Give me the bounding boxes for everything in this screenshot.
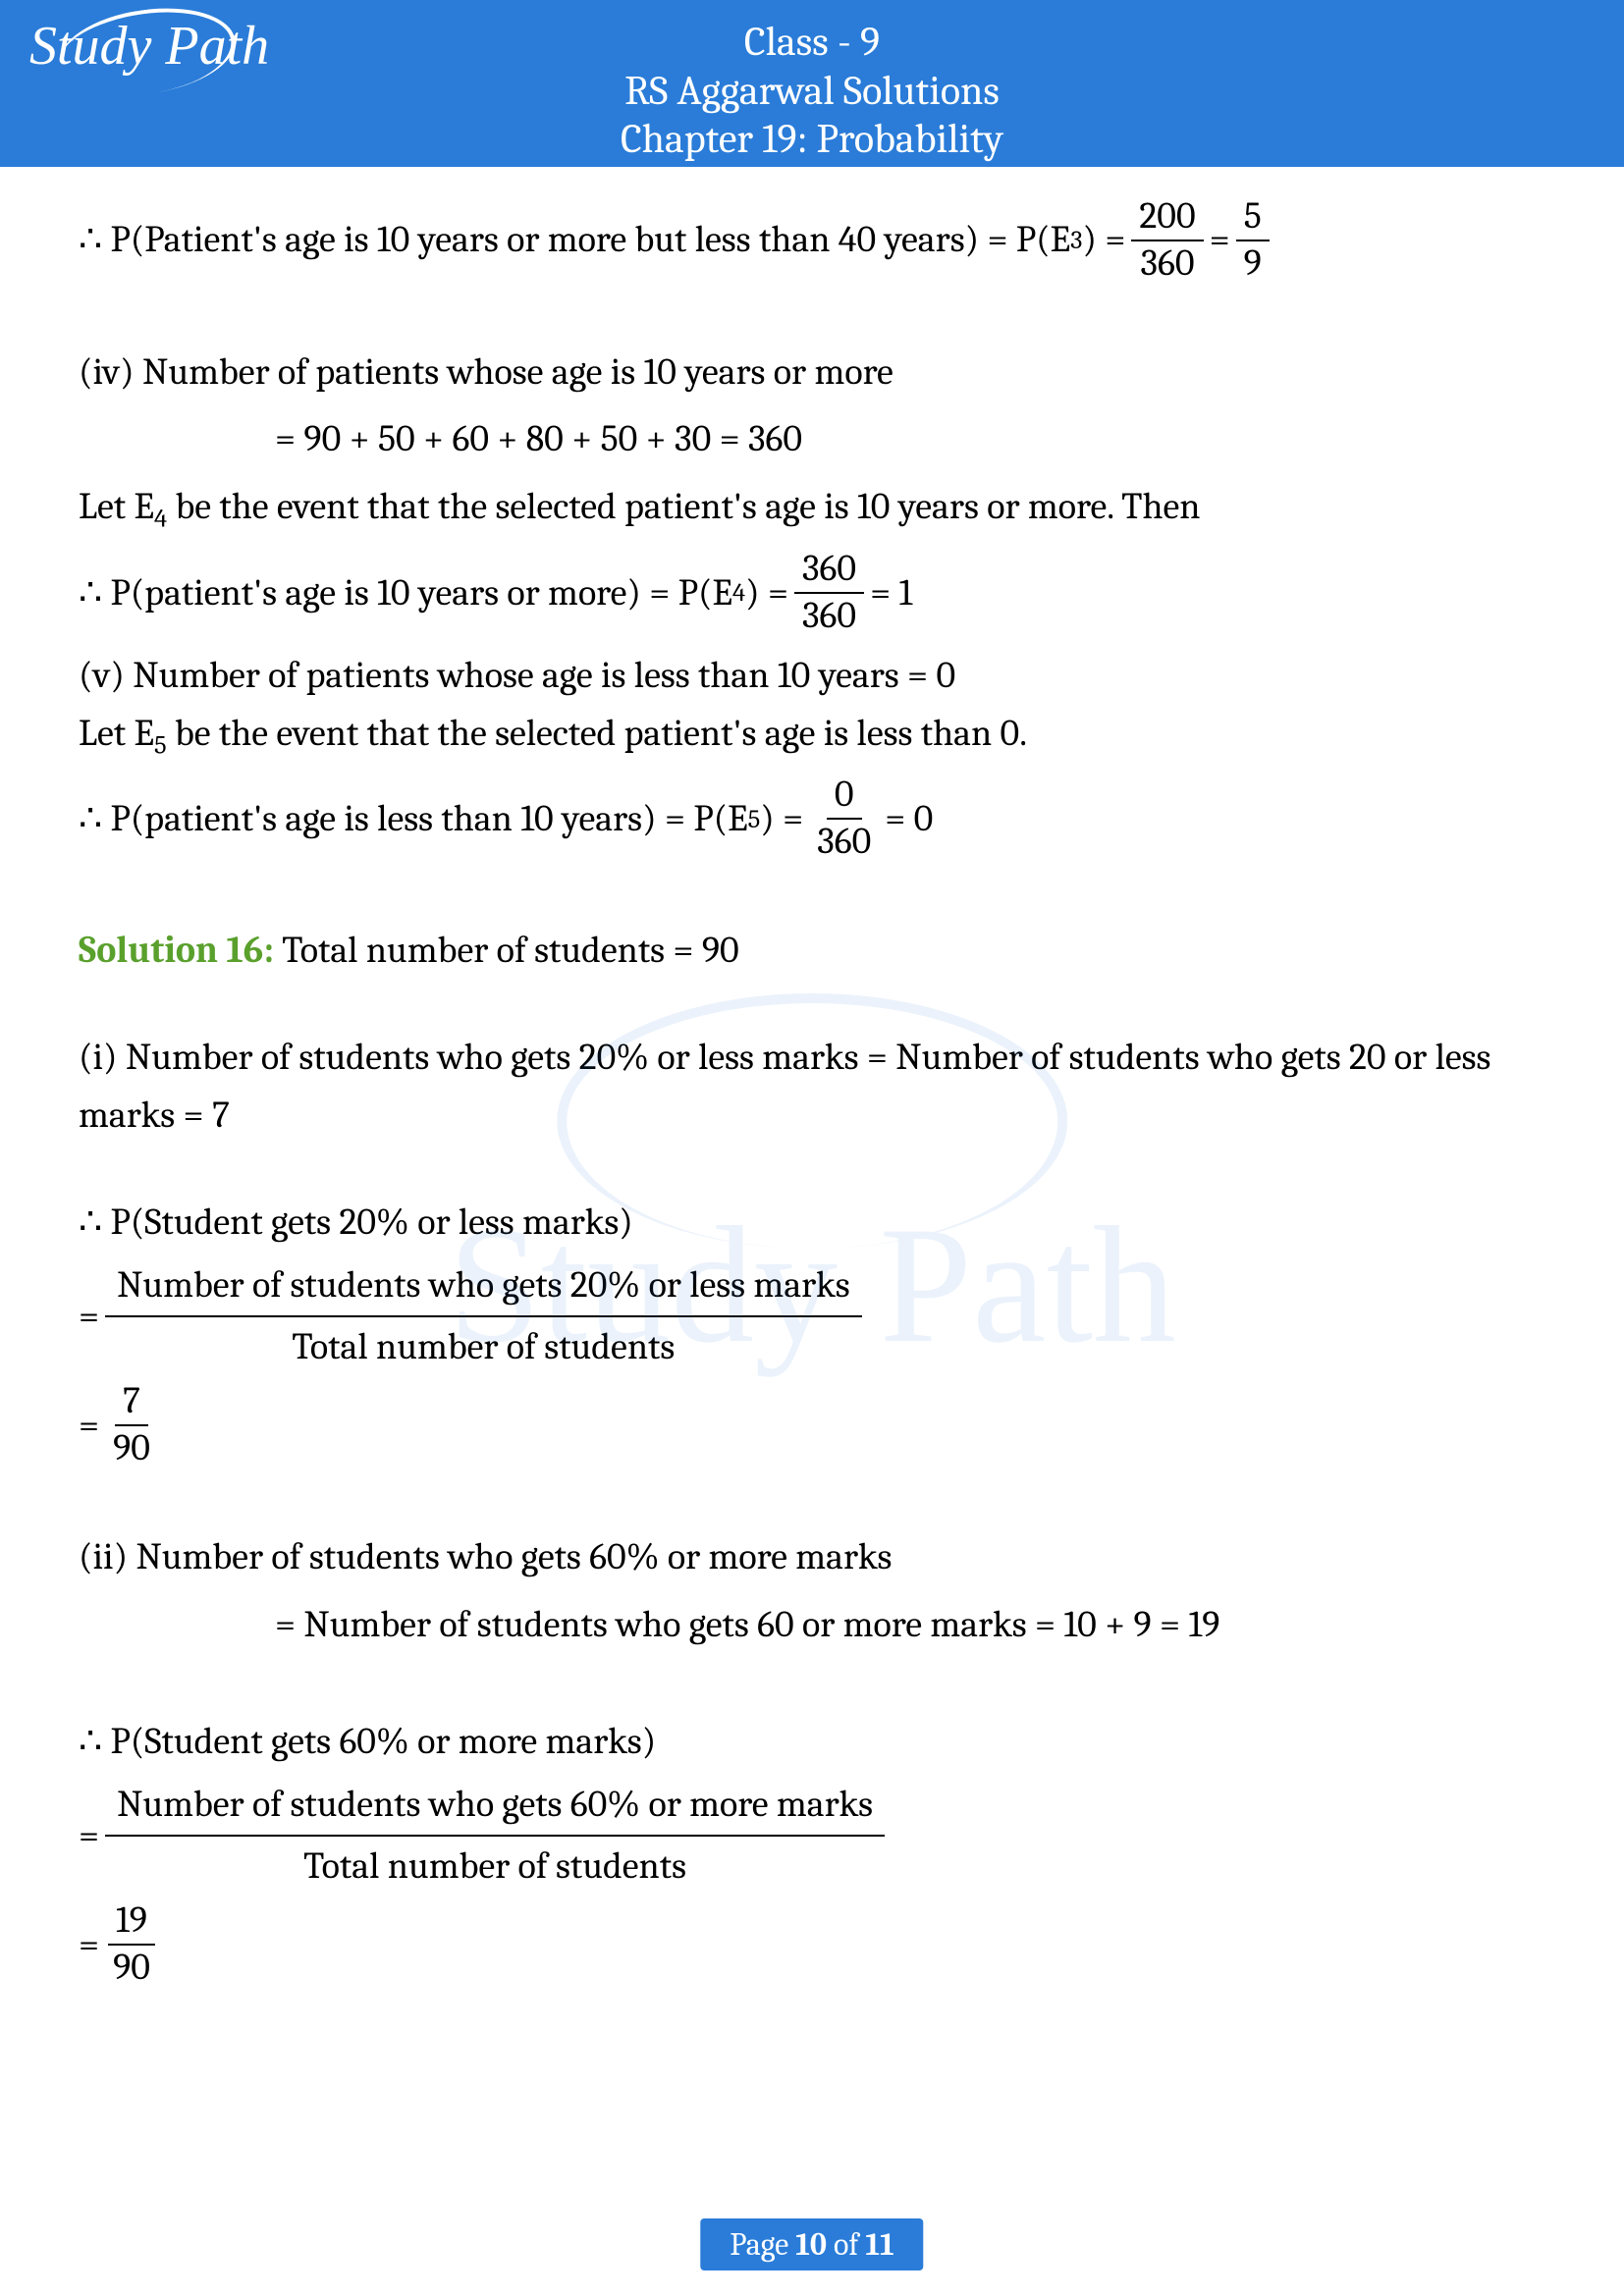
sec-iv-calc: = 90 + 50 + 60 + 80 + 50 + 30 = 360 <box>79 410 1545 468</box>
footer-mid: of <box>827 2226 865 2263</box>
result-0: = 0 <box>885 790 933 848</box>
equals: = <box>79 1807 99 1865</box>
frac-den: 90 <box>105 1426 158 1469</box>
result-1: = 1 <box>870 564 912 622</box>
frac-den: 360 <box>809 820 879 863</box>
frac-num: 360 <box>794 549 864 594</box>
frac-num: 0 <box>827 774 862 820</box>
footer-pre: Page <box>730 2226 795 2263</box>
header-chapter: Chapter 19: Probability <box>0 115 1624 164</box>
prob-ii-result: = 19 90 <box>79 1900 1545 1989</box>
sec-iv-line1: (iv) Number of patients whose age is 10 … <box>79 344 1545 401</box>
page-header: Study Path Class - 9 RS Aggarwal Solutio… <box>0 0 1624 167</box>
text: be the event that the selected patient's… <box>167 485 1200 528</box>
prob-e3-line: ∴ P(Patient's age is 10 years or more bu… <box>79 196 1545 285</box>
prob-i-line1: ∴ P(Student gets 20% or less marks) <box>79 1194 1545 1252</box>
sec-ii-line1: (ii) Number of students who gets 60% or … <box>79 1528 1545 1586</box>
text: ) = <box>745 564 788 622</box>
frac-5-9: 5 9 <box>1236 196 1270 285</box>
calc-text: = Number of students who gets 60 or more… <box>275 1596 1219 1654</box>
solution-16-heading: Solution 16: Total number of students = … <box>79 922 1545 980</box>
sub-4: 4 <box>732 572 745 613</box>
solution-label: Solution 16: <box>79 929 274 972</box>
equals: = <box>79 1397 99 1455</box>
prob-e5-prefix: ∴ P(patient's age is less than 10 years)… <box>79 790 748 848</box>
prob-e4-line: ∴ P(patient's age is 10 years or more) =… <box>79 549 1545 637</box>
equals: = <box>79 1916 99 1974</box>
prob-i-frac: = Number of students who gets 20% or les… <box>79 1261 1545 1372</box>
frac-19-90: 19 90 <box>105 1900 158 1989</box>
sub-5: 5 <box>154 729 167 760</box>
frac-num: 200 <box>1131 196 1203 241</box>
frac-200-360: 200 360 <box>1131 196 1203 285</box>
text: ) = <box>760 790 803 848</box>
page-footer: Page 10 of 11 <box>700 2218 923 2270</box>
prob-i-result: = 7 90 <box>79 1381 1545 1469</box>
frac-7-90: 7 90 <box>105 1381 158 1469</box>
frac-num: Number of students who gets 60% or more … <box>105 1781 885 1837</box>
footer-total: 11 <box>865 2226 893 2263</box>
prob-e3-aftersub: ) = <box>1082 211 1125 269</box>
sub-5: 5 <box>748 799 761 839</box>
frac-num: 7 <box>115 1381 148 1426</box>
footer-current: 10 <box>795 2226 827 2263</box>
sec-i-line1: (i) Number of students who gets 20% or l… <box>79 1029 1545 1145</box>
sec-ii-calc: = Number of students who gets 60 or more… <box>79 1596 1545 1654</box>
frac-num: 19 <box>108 1900 155 1946</box>
frac-den: 9 <box>1236 241 1270 285</box>
frac-den: Total number of students <box>292 1837 698 1891</box>
equals: = <box>1210 211 1230 269</box>
frac-den: 360 <box>794 594 864 637</box>
prob-e3-sub: 3 <box>1070 220 1082 260</box>
frac-formula-20: Number of students who gets 20% or less … <box>105 1261 862 1372</box>
page-content: ∴ P(Patient's age is 10 years or more bu… <box>0 167 1624 1989</box>
sec-v-line1: (v) Number of patients whose age is less… <box>79 647 1545 705</box>
prob-e5-line: ∴ P(patient's age is less than 10 years)… <box>79 774 1545 863</box>
text: Let E <box>79 712 154 755</box>
frac-num: 5 <box>1236 196 1270 241</box>
prob-e3-prefix: ∴ P(Patient's age is 10 years or more bu… <box>79 211 1070 269</box>
text: Let E <box>79 485 154 528</box>
prob-ii-frac: = Number of students who gets 60% or mor… <box>79 1781 1545 1892</box>
calc-text: = 90 + 50 + 60 + 80 + 50 + 30 = 360 <box>275 410 802 468</box>
sec-iv-line2: Let E4 be the event that the selected pa… <box>79 478 1545 539</box>
prob-e4-prefix: ∴ P(patient's age is 10 years or more) =… <box>79 564 732 622</box>
sec-v-line2: Let E5 be the event that the selected pa… <box>79 705 1545 766</box>
text: be the event that the selected patient's… <box>167 712 1027 755</box>
frac-den: Total number of students <box>280 1317 686 1371</box>
frac-den: 90 <box>105 1946 158 1989</box>
frac-0-360: 0 360 <box>809 774 879 863</box>
equals: = <box>79 1288 99 1346</box>
prob-ii-line1: ∴ P(Student gets 60% or more marks) <box>79 1713 1545 1771</box>
frac-den: 360 <box>1132 241 1202 285</box>
logo-text: Study Path <box>29 15 269 78</box>
solution-text: Total number of students = 90 <box>274 929 739 972</box>
sub-4: 4 <box>154 504 167 534</box>
frac-num: Number of students who gets 20% or less … <box>105 1261 862 1317</box>
frac-formula-60: Number of students who gets 60% or more … <box>105 1781 885 1892</box>
frac-360-360: 360 360 <box>794 549 864 637</box>
